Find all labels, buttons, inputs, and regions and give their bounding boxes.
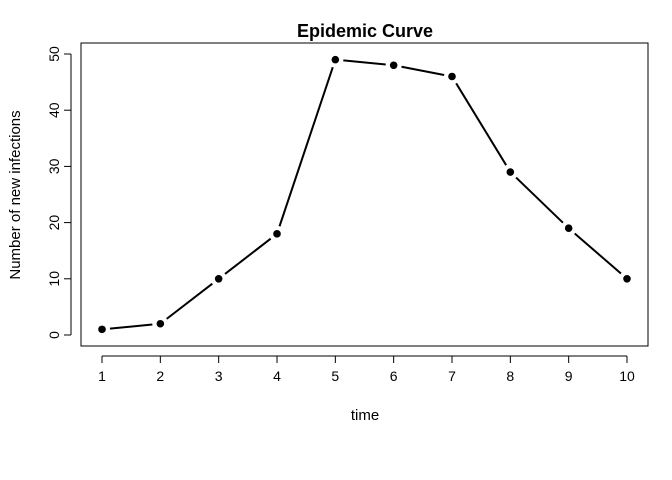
line-segment <box>109 323 153 330</box>
data-point <box>98 325 106 334</box>
chart-title: Epidemic Curve <box>297 21 433 41</box>
line-segment <box>278 66 334 227</box>
x-tick-label: 1 <box>98 368 106 384</box>
data-point <box>564 224 573 233</box>
data-point <box>214 274 223 283</box>
x-axis-label: time <box>351 407 379 424</box>
line-segment <box>166 282 213 320</box>
y-tick-label: 0 <box>46 331 62 339</box>
x-tick-label: 5 <box>331 368 339 384</box>
data-point <box>623 274 631 283</box>
x-tick-label: 2 <box>156 368 164 384</box>
y-tick-label: 10 <box>46 271 62 287</box>
data-point <box>331 55 340 64</box>
x-axis: 1 2 3 4 5 6 7 8 9 10 <box>98 355 635 384</box>
data-point <box>273 230 281 238</box>
x-tick-label: 7 <box>448 368 456 384</box>
x-tick-label: 9 <box>565 368 573 384</box>
data-point <box>389 61 398 70</box>
y-tick-label: 40 <box>46 102 62 118</box>
y-tick-label: 50 <box>46 46 62 62</box>
x-tick-label: 6 <box>390 368 398 384</box>
x-tick-label: 8 <box>506 368 514 384</box>
data-point <box>448 72 456 81</box>
y-axis-label: Number of new infections <box>7 110 24 279</box>
line-segment <box>574 232 622 275</box>
line-segment <box>401 65 445 76</box>
x-tick-label: 10 <box>619 368 635 384</box>
line-segment <box>343 59 386 66</box>
y-axis: 0 10 20 30 40 50 <box>46 46 72 339</box>
y-tick-label: 30 <box>46 158 62 174</box>
y-tick-label: 20 <box>46 215 62 231</box>
line-segment <box>224 237 272 275</box>
line-segment <box>515 176 564 224</box>
data-point <box>506 168 515 176</box>
series-epidemic-curve <box>98 55 631 334</box>
data-point <box>156 319 165 328</box>
x-tick-label: 3 <box>215 368 223 384</box>
plot-frame <box>80 42 649 347</box>
x-tick-label: 4 <box>273 368 281 384</box>
line-segment <box>455 82 508 166</box>
